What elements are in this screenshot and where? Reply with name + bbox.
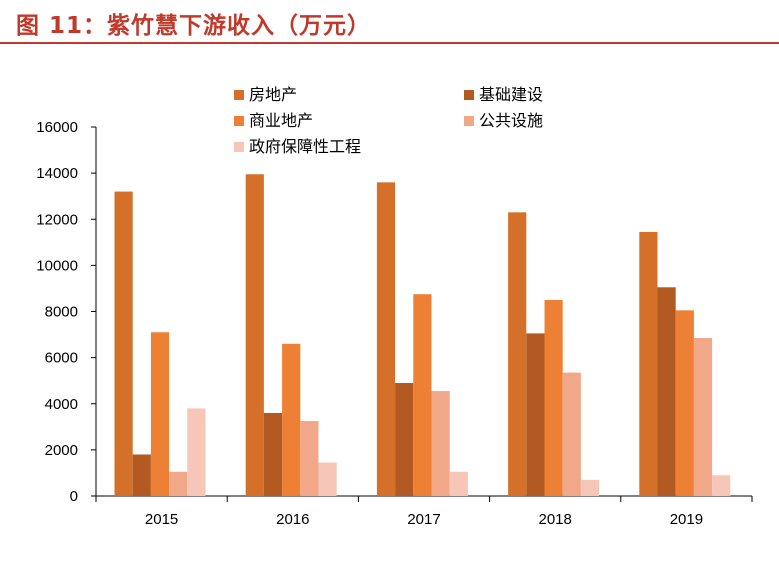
bar-2016-series-3 [300,421,319,496]
chart-title: 图 11：紫竹慧下游收入（万元） [16,13,372,39]
bar-2016-series-4 [318,462,337,496]
bar-2017-series-3 [431,391,450,496]
legend-label: 政府保障性工程 [249,137,361,156]
bar-2018-series-4 [580,479,600,496]
y-tick-label: 8000 [45,304,78,321]
x-tick-label: 2017 [407,511,440,528]
legend-label: 房地产 [249,85,297,104]
bar-2015-series-3 [169,471,188,496]
y-tick-label: 2000 [45,442,78,459]
bar-2016-series-1 [263,412,283,496]
bar-2017-series-0 [376,182,396,496]
x-axis: 2015 2016 2017 2018 2019 [95,495,753,528]
bar-2018-series-0 [508,212,527,497]
bar-2018-series-3 [562,372,581,496]
bar-2016-series-2 [282,343,301,496]
y-tick-label: 6000 [45,350,78,367]
y-axis: 0 2000 4000 6000 8000 10000 12000 14000 16000 [36,119,97,505]
legend-label: 公共设施 [479,111,543,130]
y-tick-label: 4000 [45,396,78,413]
y-tick-label: 14000 [36,165,78,182]
bar-2019-series-4 [712,475,731,496]
legend-swatch [464,116,474,126]
x-tick-label: 2018 [539,511,572,528]
y-tick-label: 16000 [36,119,78,136]
bar-2019-series-3 [693,338,713,496]
bar-2019-series-1 [657,287,676,496]
bar-2015-series-0 [114,191,133,496]
title-rule [0,42,779,44]
y-tick-label: 10000 [36,257,78,274]
bar-2018-series-2 [544,299,563,496]
bar-2015-series-4 [187,408,206,496]
bars [114,174,731,497]
bar-2018-series-1 [526,333,545,496]
bar-2019-series-2 [675,310,694,496]
y-tick-label: 0 [70,488,78,505]
legend-label: 商业地产 [249,111,313,130]
y-tick-label: 12000 [36,211,78,228]
bar-2016-series-0 [245,174,264,496]
bar-2019-series-0 [639,231,658,496]
legend-swatch [464,90,474,100]
legend-swatch [234,90,244,100]
x-tick-label: 2019 [670,511,703,528]
bar-2015-series-1 [132,454,151,496]
legend-swatch [234,142,244,152]
bar-2017-series-4 [449,471,468,496]
x-tick-label: 2016 [276,511,309,528]
bar-2017-series-2 [413,294,432,496]
bar-2017-series-1 [395,382,414,496]
x-tick-label: 2015 [145,511,178,528]
legend-swatch [234,116,244,126]
legend-label: 基础建设 [479,85,543,104]
bar-2015-series-2 [150,332,170,496]
